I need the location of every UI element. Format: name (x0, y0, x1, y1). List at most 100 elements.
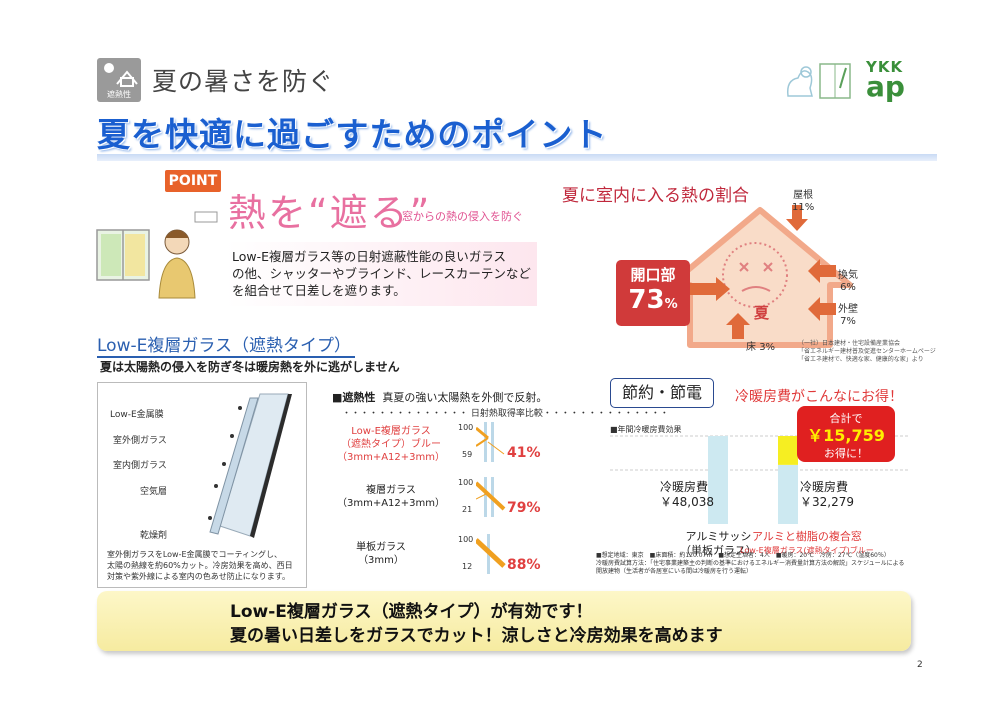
savings-footnote: ■想定地域：東京 ■床面積：約120.07㎡ ■想定生活者：4人 ■暖房：20℃… (596, 552, 912, 576)
wall-pct: 7% (840, 316, 856, 327)
callout-total: ￥15,759 (807, 426, 885, 445)
glass-2-bottom: 21 (462, 505, 473, 514)
diagram-note-line-3: 対策や紫外線による室内の色あせ防止になります。 (107, 572, 290, 581)
footnote-line-3: 開放建物（生活者が各居室にいる間は冷暖房を行う運転） (596, 568, 753, 575)
banner-line-2: 夏の暑い日差しをガラスでカット！涼しさと冷房効果を高めます (230, 626, 723, 646)
banner-line-1: Low-E複層ガラス（遮熱タイプ）が有効です！ (230, 602, 593, 622)
glass-diagram-box (97, 382, 307, 588)
heat-shield-category-icon: 遮熱性 (97, 58, 141, 102)
wall-label: 外壁 (838, 304, 858, 315)
vent-share: 換気 6% (838, 270, 858, 294)
title-underline (97, 154, 937, 161)
opening-unit: % (664, 297, 678, 312)
summer-label: 夏 (754, 304, 770, 322)
glass-1-name-line-2: （遮熱タイプ）ブルー (341, 439, 441, 450)
glass-3-name-line-1: 単板ガラス (356, 542, 406, 553)
shading-heading: ■遮熱性 真夏の強い太陽熱を外側で反射。 (332, 389, 547, 405)
floor-share: 床 3% (746, 342, 775, 354)
wall-share: 外壁 7% (838, 304, 858, 328)
glass-1-top: 100 (458, 423, 474, 432)
sun-house-icon (104, 63, 138, 87)
callout-line-3: お得に！ (824, 447, 868, 460)
glass-1-name: Low-E複層ガラス （遮熱タイプ）ブルー （3mm+A12+3mm） (336, 425, 446, 464)
source-line-1: （一社）日本建材・住宅設備産業協会 (798, 340, 901, 347)
shading-heading-bold: ■遮熱性 (332, 391, 376, 404)
glass-3-name: 単板ガラス （3mm） (336, 541, 426, 567)
house-heat-diagram (667, 205, 853, 348)
lowe-section-subtitle: 夏は太陽熱の侵入を防ぎ冬は暖房熱を外に逃がしません (100, 360, 400, 374)
floor-pct: 3% (759, 342, 776, 353)
source-line-2: 「省エネルギー建材普及促進センターホームページ (798, 348, 936, 355)
glass-2-top: 100 (458, 478, 474, 487)
person-window-illustration (96, 211, 218, 299)
left-cost: 冷暖房費 ￥48,038 (660, 480, 714, 510)
footnote-line-1: ■想定地域：東京 ■床面積：約120.07㎡ ■想定生活者：4人 ■暖房：20℃… (596, 552, 890, 559)
left-frame-line-1: アルミサッシ (685, 530, 752, 543)
glass-1-name-line-3: （3mm+A12+3mm） (336, 452, 445, 463)
diagram-label-outer-glass: 室外側ガラス (113, 436, 167, 446)
roof-label: 屋根 (793, 190, 814, 201)
bar-savings-difference (778, 436, 798, 465)
category-title: 夏の暑さを防ぐ (152, 67, 335, 96)
savings-chart-title: ■年間冷暖房費効果 (610, 425, 682, 434)
logo-ykk: YKK (866, 58, 904, 76)
right-cost-value: ￥32,279 (800, 495, 854, 509)
glass-3-icon (476, 534, 506, 574)
savings-callout: 合計で ￥15,759 お得に！ (797, 406, 895, 462)
left-cost-label: 冷暖房費 (660, 480, 709, 494)
glass-1-icon (476, 422, 505, 462)
source-line-3: 「省エネ建材で、快適な家、健康的な家」より (798, 356, 924, 363)
diagram-label-desiccant: 乾燥剤 (140, 531, 168, 541)
diagram-label-inner-glass: 室内側ガラス (113, 461, 167, 471)
glass-1-pct: 41% (507, 445, 541, 461)
right-cost-label: 冷暖房費 (800, 480, 849, 494)
shading-axis-label: ・・・・・・・・・・・・・・ 日射熱取得率比較・・・・・・・・・・・・・・ (342, 409, 669, 419)
glass-cross-section-diagram (208, 393, 292, 538)
glass-3-top: 100 (458, 535, 474, 544)
bar-aluminum-single (708, 436, 728, 524)
heat-block-subtitle: 窓からの熱の侵入を防ぐ (402, 210, 523, 223)
diagram-label-air-layer: 空気層 (140, 487, 168, 497)
glass-1-name-line-1: Low-E複層ガラス (351, 426, 431, 437)
glass-2-name-line-2: （3mm+A12+3mm） (336, 498, 445, 509)
vent-label: 換気 (838, 270, 858, 281)
page-number: 2 (917, 660, 923, 670)
glass-2-name-line-1: 複層ガラス (366, 485, 416, 496)
point-line-1: Low-E複層ガラス等の日射遮蔽性能の良いガラス (232, 249, 507, 264)
point-description-box (225, 242, 537, 306)
savings-heading: 冷暖房費がこんなにお得！ (735, 389, 903, 405)
left-frame-line-2: （単板ガラス） (680, 544, 757, 557)
heat-share-title: 夏に室内に入る熱の割合 (562, 186, 749, 206)
footnote-line-2: 冷暖房費試算方法：「住宅事業建築主の判断の基準におけるエネルギー消費量計算方法の… (596, 560, 905, 567)
right-frame-line-1: アルミと樹脂の複合窓 (751, 530, 862, 543)
roof-share: 屋根 11% (792, 190, 814, 214)
glass-diagram-note: 室外側ガラスをLow-E金属膜でコーティングし、 太陽の熱線を約60%カット。冷… (107, 549, 307, 582)
right-frame-label: アルミと樹脂の複合窓 Low-E複層ガラス(遮熱タイプ)ブルー (740, 530, 874, 558)
cat-window-logo-icon (786, 63, 851, 99)
right-frame-line-2: Low-E複層ガラス(遮熱タイプ)ブルー (740, 546, 874, 555)
shading-heading-text: 真夏の強い太陽熱を外側で反射。 (382, 391, 548, 404)
vent-pct: 6% (840, 282, 856, 293)
category-icon-label: 遮熱性 (107, 90, 131, 99)
diagram-label-lowe-film: Low-E金属膜 (110, 410, 164, 420)
opening-pct-wrap: 73% (616, 285, 690, 320)
glass-3-bottom: 12 (462, 562, 473, 571)
page-title: 夏を快適に過ごすためのポイント (97, 115, 608, 154)
diagram-note-line-1: 室外側ガラスをLow-E金属膜でコーティングし、 (107, 550, 283, 559)
point-tag: POINT (165, 170, 221, 192)
point-line-2: の他、シャッターやブラインド、レースカーテンなど (232, 266, 531, 281)
heat-share-source: （一社）日本建材・住宅設備産業協会 「省エネルギー建材普及促進センターホームペー… (798, 340, 948, 364)
right-cost: 冷暖房費 ￥32,279 (800, 480, 854, 510)
savings-label-box: 節約・節電 (610, 378, 714, 408)
opening-pct: 73 (628, 285, 665, 315)
glass-3-pct: 88% (507, 557, 541, 573)
floor-label: 床 (746, 342, 756, 353)
diagram-note-line-2: 太陽の熱線を約60%カット。冷房効果を高め、西日 (107, 561, 293, 570)
lowe-section-title: Low-E複層ガラス（遮熱タイプ） (97, 331, 356, 358)
heat-block-title: 熱を“遮る” (228, 191, 432, 235)
point-description: Low-E複層ガラス等の日射遮蔽性能の良いガラス の他、シャッターやブラインド、… (232, 248, 537, 299)
conclusion-banner (97, 591, 911, 651)
left-frame-label: アルミサッシ （単板ガラス） (680, 530, 757, 558)
left-cost-value: ￥48,038 (660, 495, 714, 509)
opening-share-box: 開口部 73% (616, 260, 690, 326)
